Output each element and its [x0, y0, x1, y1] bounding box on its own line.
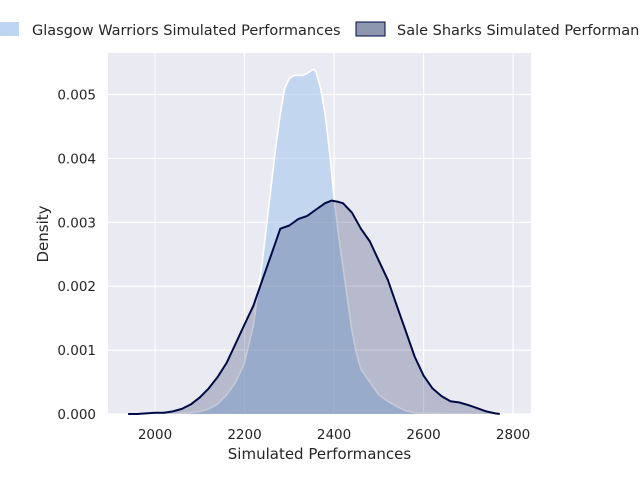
y-tick-label: 0.001: [57, 343, 96, 359]
x-tick-label: 2400: [317, 427, 351, 443]
y-tick-label: 0.000: [57, 407, 96, 423]
y-tick-label: 0.004: [57, 151, 96, 167]
density-area-series-0: [172, 69, 500, 414]
x-axis-label: Simulated Performances: [228, 445, 412, 463]
legend-label-glasgow-warriors: Glasgow Warriors Simulated Performances: [32, 23, 341, 39]
y-axis-ticks: 0.000 0.001 0.002 0.003 0.004 0.005: [57, 88, 96, 423]
density-line-series-1: [128, 199, 500, 415]
y-axis-label: Density: [34, 205, 52, 262]
y-tick-label: 0.005: [57, 88, 96, 104]
y-tick-label: 0.003: [57, 215, 96, 231]
x-tick-label: 2200: [227, 427, 261, 443]
legend-label-sale-sharks: Sale Sharks Simulated Performances: [397, 23, 640, 39]
legend-swatch-sale-sharks: [355, 21, 386, 37]
x-tick-label: 2000: [138, 427, 172, 443]
x-tick-label: 2800: [496, 427, 530, 443]
x-axis-ticks: 2000 2200 2400 2600 2800: [138, 427, 530, 443]
legend: Glasgow Warriors Simulated Performances …: [0, 21, 640, 39]
y-tick-label: 0.002: [57, 279, 96, 295]
density-area-series-1: [128, 200, 500, 414]
density-line-series-0: [172, 68, 500, 415]
x-tick-label: 2600: [406, 427, 440, 443]
legend-swatch-glasgow-warriors: [0, 22, 19, 36]
series-layer: [128, 68, 500, 415]
